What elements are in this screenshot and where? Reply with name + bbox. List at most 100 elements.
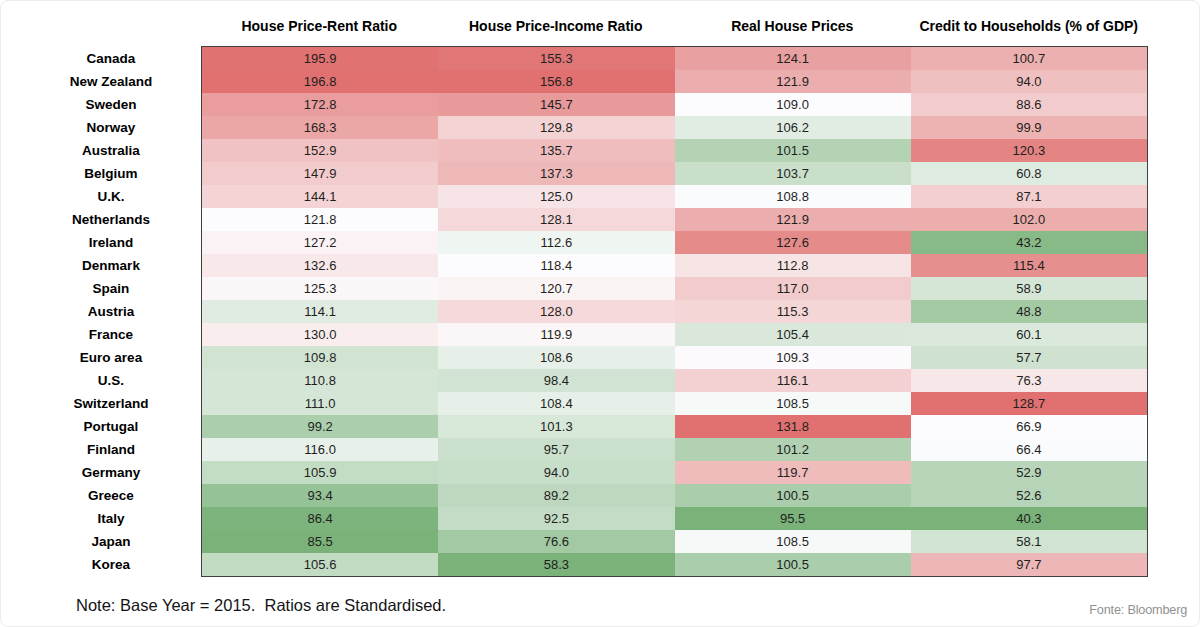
heatmap-cell: 132.6 (202, 254, 438, 277)
heatmap-cell: 112.6 (438, 231, 674, 254)
heatmap-cell: 94.0 (911, 70, 1147, 93)
row-label: Japan (11, 530, 211, 553)
row-label: Australia (11, 139, 211, 162)
row-label: Netherlands (11, 208, 211, 231)
heatmap-cell: 108.4 (438, 392, 674, 415)
heatmap-cell: 100.7 (911, 47, 1147, 70)
heatmap-cell: 93.4 (202, 484, 438, 507)
heatmap-cell: 120.7 (438, 277, 674, 300)
heatmap-cell: 130.0 (202, 323, 438, 346)
heatmap-cell: 108.8 (675, 185, 911, 208)
heatmap-cell: 94.0 (438, 461, 674, 484)
heatmap-cell: 127.6 (675, 231, 911, 254)
heatmap-cell: 116.1 (675, 369, 911, 392)
column-headers: House Price-Rent Ratio House Price-Incom… (201, 13, 1147, 39)
heatmap-cell: 115.4 (911, 254, 1147, 277)
heatmap-cell: 118.4 (438, 254, 674, 277)
heatmap-cell: 124.1 (675, 47, 911, 70)
row-label: New Zealand (11, 70, 211, 93)
heatmap-cell: 128.1 (438, 208, 674, 231)
row-label: Korea (11, 553, 211, 576)
heatmap-cell: 105.4 (675, 323, 911, 346)
heatmap-cell: 128.7 (911, 392, 1147, 415)
heatmap-cell: 125.3 (202, 277, 438, 300)
heatmap-cell: 121.9 (675, 70, 911, 93)
heatmap-cell: 52.9 (911, 461, 1147, 484)
heatmap-cell: 137.3 (438, 162, 674, 185)
heatmap-cell: 110.8 (202, 369, 438, 392)
column-header-price-income: House Price-Income Ratio (438, 13, 675, 39)
row-label: Sweden (11, 93, 211, 116)
heatmap-cell: 100.5 (675, 553, 911, 576)
row-label: Spain (11, 277, 211, 300)
source-credit: Fonte: Bloomberg (1089, 602, 1187, 617)
row-label: Italy (11, 507, 211, 530)
heatmap-cell: 100.5 (675, 484, 911, 507)
row-label: U.S. (11, 369, 211, 392)
note-text: Note: Base Year = 2015. Ratios are Stand… (76, 596, 446, 615)
heatmap-cell: 105.9 (202, 461, 438, 484)
heatmap-cell: 117.0 (675, 277, 911, 300)
heatmap-cell: 135.7 (438, 139, 674, 162)
heatmap-cell: 156.8 (438, 70, 674, 93)
heatmap-cell: 125.0 (438, 185, 674, 208)
heatmap-cell: 48.8 (911, 300, 1147, 323)
row-label: Canada (11, 47, 211, 70)
heatmap-cell: 152.9 (202, 139, 438, 162)
heatmap-cell: 52.6 (911, 484, 1147, 507)
heatmap-cell: 131.8 (675, 415, 911, 438)
heatmap-cell: 102.0 (911, 208, 1147, 231)
column-header-real-prices: Real House Prices (674, 13, 911, 39)
heatmap-cell: 196.8 (202, 70, 438, 93)
heatmap-cell: 144.1 (202, 185, 438, 208)
heatmap-cell: 99.9 (911, 116, 1147, 139)
row-label: Switzerland (11, 392, 211, 415)
heatmap-cell: 95.5 (675, 507, 911, 530)
heatmap-cell: 115.3 (675, 300, 911, 323)
row-label: France (11, 323, 211, 346)
column-header-credit-gdp: Credit to Households (% of GDP) (911, 13, 1148, 39)
heatmap-cell: 121.9 (675, 208, 911, 231)
heatmap-cell: 108.5 (675, 392, 911, 415)
country-labels: CanadaNew ZealandSwedenNorwayAustraliaBe… (11, 47, 211, 576)
heatmap-cell: 109.3 (675, 346, 911, 369)
row-label: Portugal (11, 415, 211, 438)
heatmap-cell: 105.6 (202, 553, 438, 576)
heatmap-cell: 76.6 (438, 530, 674, 553)
heatmap-cell: 128.0 (438, 300, 674, 323)
heatmap-cell: 87.1 (911, 185, 1147, 208)
heatmap-cell: 76.3 (911, 369, 1147, 392)
row-label: Finland (11, 438, 211, 461)
heatmap-cell: 172.8 (202, 93, 438, 116)
heatmap-cell: 40.3 (911, 507, 1147, 530)
heatmap-cell: 43.2 (911, 231, 1147, 254)
heatmap-cell: 101.3 (438, 415, 674, 438)
heatmap-cell: 119.9 (438, 323, 674, 346)
heatmap-cell: 119.7 (675, 461, 911, 484)
heatmap-cell: 129.8 (438, 116, 674, 139)
heatmap-cell: 58.9 (911, 277, 1147, 300)
heatmap-cell: 109.8 (202, 346, 438, 369)
heatmap-cell: 60.1 (911, 323, 1147, 346)
heatmap-cell: 95.7 (438, 438, 674, 461)
heatmap-cell: 108.5 (675, 530, 911, 553)
row-label: U.K. (11, 185, 211, 208)
heatmap-cell: 111.0 (202, 392, 438, 415)
heatmap-cell: 106.2 (675, 116, 911, 139)
heatmap-cell: 103.7 (675, 162, 911, 185)
heatmap-cell: 57.7 (911, 346, 1147, 369)
heatmap-cell: 120.3 (911, 139, 1147, 162)
heatmap-cell: 195.9 (202, 47, 438, 70)
heatmap-cell: 116.0 (202, 438, 438, 461)
heatmap-cell: 109.0 (675, 93, 911, 116)
row-label: Denmark (11, 254, 211, 277)
heatmap-cell: 168.3 (202, 116, 438, 139)
heatmap-cell: 127.2 (202, 231, 438, 254)
row-label: Germany (11, 461, 211, 484)
row-label: Austria (11, 300, 211, 323)
heatmap-cell: 108.6 (438, 346, 674, 369)
heatmap-cell: 89.2 (438, 484, 674, 507)
heatmap-cell: 85.5 (202, 530, 438, 553)
heatmap-cell: 114.1 (202, 300, 438, 323)
heatmap-cell: 58.3 (438, 553, 674, 576)
